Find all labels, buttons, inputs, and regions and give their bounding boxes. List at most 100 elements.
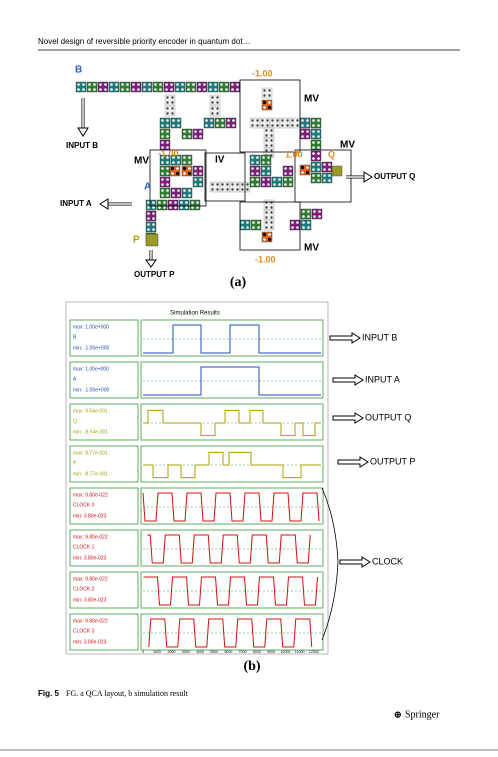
quantum-dot — [263, 89, 266, 92]
qca-cell — [209, 181, 221, 193]
quantum-dot — [166, 178, 169, 181]
quantum-dot — [214, 83, 217, 86]
quantum-dot — [312, 168, 315, 171]
quantum-dot — [257, 221, 260, 224]
quantum-dot — [158, 206, 161, 209]
quantum-dot — [313, 210, 316, 213]
quantum-dot — [273, 178, 276, 181]
signal-max: max: 9.54e-001 — [73, 408, 108, 414]
quantum-dot — [161, 119, 164, 122]
quantum-dot — [147, 217, 150, 220]
quantum-dot — [291, 221, 294, 224]
signal-min: min: -1.00e+000 — [73, 387, 109, 393]
quantum-dot — [226, 183, 229, 186]
qca-cell — [119, 81, 131, 93]
qca-cell — [170, 117, 182, 129]
quantum-dot — [306, 135, 309, 138]
qca-cell — [263, 199, 275, 211]
quantum-dot — [205, 119, 208, 122]
arrow — [337, 456, 369, 468]
quantum-dot — [232, 124, 235, 127]
quantum-dot — [267, 178, 270, 181]
quantum-dot — [281, 119, 284, 122]
quantum-dot — [166, 130, 169, 133]
x-tick-label: 3000 — [182, 650, 190, 654]
quantum-dot — [256, 161, 259, 164]
signal-waveform — [143, 451, 321, 479]
arrow-label: CLOCK — [372, 556, 403, 566]
quantum-dot — [161, 194, 164, 197]
signal-waveform — [143, 324, 321, 354]
quantum-dot — [166, 119, 169, 122]
quantum-dot — [236, 83, 239, 86]
output-cell — [145, 233, 159, 247]
quantum-dot — [270, 226, 273, 229]
quantum-dot — [216, 188, 219, 191]
quantum-dot — [323, 163, 326, 166]
quantum-dot — [165, 88, 168, 91]
qca-cell — [159, 117, 171, 129]
quantum-dot — [216, 183, 219, 186]
quantum-dot — [256, 119, 259, 122]
quantum-dot — [172, 119, 175, 122]
qca-layout: B INPUT B MV -1.00 MV -1.00 IV 1.00 Q MV OUTPUT Q A… — [60, 65, 415, 279]
quantum-dot — [256, 172, 259, 175]
quantum-dot — [199, 172, 202, 175]
signal-waveform — [148, 618, 313, 648]
input-label: INPUT A — [60, 199, 92, 208]
quantum-dot — [302, 215, 305, 218]
quantum-dot — [158, 201, 161, 204]
signal-max: max: 9.80e-022 — [73, 618, 108, 624]
quantum-dot — [262, 161, 265, 164]
quantum-dot — [187, 88, 190, 91]
quantum-dot — [262, 178, 265, 181]
quantum-dot — [256, 156, 259, 159]
quantum-dot — [161, 178, 164, 181]
quantum-dot — [312, 130, 315, 133]
qca-cell — [260, 154, 272, 166]
qca-cell — [260, 176, 272, 188]
quantum-dot — [93, 83, 96, 86]
arrow — [329, 332, 361, 344]
quantum-dot — [161, 141, 164, 144]
quantum-dot — [183, 135, 186, 138]
qca-cell — [321, 161, 333, 173]
qca-cell — [299, 128, 311, 140]
quantum-dot — [161, 146, 164, 149]
quantum-dot — [306, 119, 309, 122]
quantum-dot — [225, 83, 228, 86]
quantum-dot — [263, 238, 266, 241]
quantum-dot — [306, 124, 309, 127]
quantum-dot — [166, 146, 169, 149]
quantum-dot — [132, 88, 135, 91]
quantum-dot — [231, 83, 234, 86]
signal-waveform — [147, 534, 311, 564]
quantum-dot — [152, 206, 155, 209]
quantum-dot — [188, 130, 191, 133]
quantum-dot — [181, 88, 184, 91]
signal-min: min: 3.80e-023 — [73, 513, 107, 519]
quantum-dot — [296, 221, 299, 224]
signal-min: min: 3.80e-023 — [73, 597, 107, 603]
quantum-dot — [188, 161, 191, 164]
qca-cell — [214, 117, 226, 129]
quantum-dot — [152, 228, 155, 231]
quantum-dot — [143, 88, 146, 91]
quantum-dot — [161, 135, 164, 138]
arrow-label: OUTPUT P — [370, 456, 415, 466]
majority-gate-box — [239, 79, 301, 153]
quantum-dot — [99, 83, 102, 86]
qca-cell — [250, 219, 262, 231]
signal-name: A — [73, 376, 77, 382]
qca-cell — [218, 81, 230, 93]
polarization-value: -1.00 — [255, 254, 276, 264]
qca-cell — [156, 199, 168, 211]
qca-cell — [229, 81, 241, 93]
qca-cell — [196, 81, 208, 93]
quantum-dot — [231, 183, 234, 186]
publisher: Springer — [405, 709, 440, 720]
quantum-dot — [166, 172, 169, 175]
quantum-dot — [163, 206, 166, 209]
quantum-dot — [121, 83, 124, 86]
